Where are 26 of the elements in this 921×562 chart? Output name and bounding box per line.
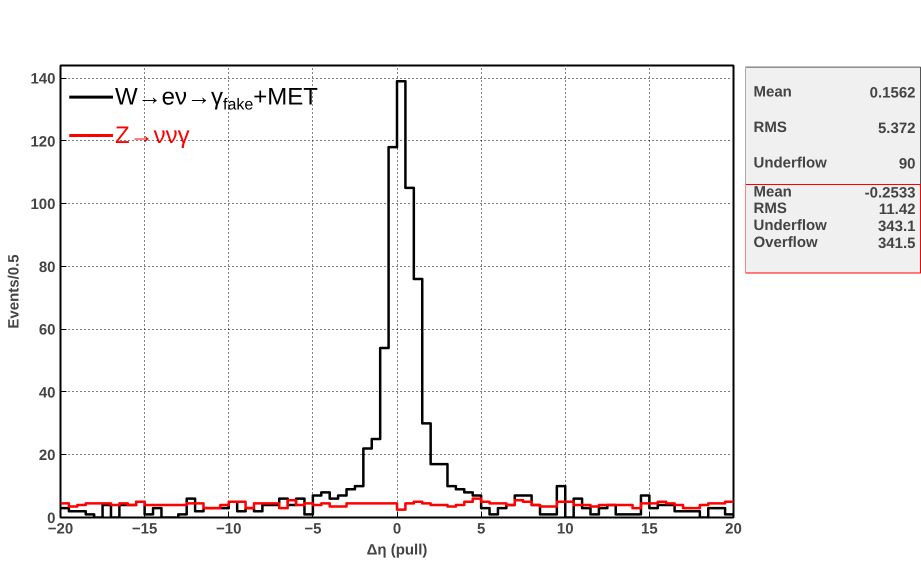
y-tick-label: 0 <box>47 510 56 527</box>
text: Underflow 90 <box>754 154 916 172</box>
text: Mean 0.1562 <box>754 84 916 102</box>
x-tick-label: −15 <box>132 520 158 538</box>
y-tick-label: 140 <box>30 70 56 88</box>
y-tick-label: 40 <box>38 384 56 402</box>
y-tick-label: 120 <box>30 133 56 150</box>
y-tick-label: 100 <box>30 196 56 214</box>
legend-label: Z→ννγ <box>114 122 190 150</box>
x-tick-label: −10 <box>216 520 242 538</box>
x-tick-label: 10 <box>556 520 574 538</box>
y-tick-label: 60 <box>38 322 56 339</box>
x-tick-label: 15 <box>641 520 658 538</box>
y-tick-label: 80 <box>38 258 56 276</box>
x-tick-label: −5 <box>304 520 322 538</box>
y-axis-title: Events/0.5 <box>5 254 22 329</box>
x-tick-label: 0 <box>392 520 402 538</box>
text: RMS 11.42 <box>754 200 916 218</box>
text: Overflow 341.5 <box>754 234 916 252</box>
x-tick-label: 5 <box>476 520 486 538</box>
x-tick-label: 20 <box>725 520 742 538</box>
text: Mean -0.2533 <box>754 183 916 202</box>
x-axis-title: Δη (pull) <box>366 542 428 558</box>
text: RMS 5.372 <box>754 118 916 137</box>
text: Underflow 343.1 <box>754 217 916 236</box>
y-tick-label: 20 <box>38 447 56 464</box>
